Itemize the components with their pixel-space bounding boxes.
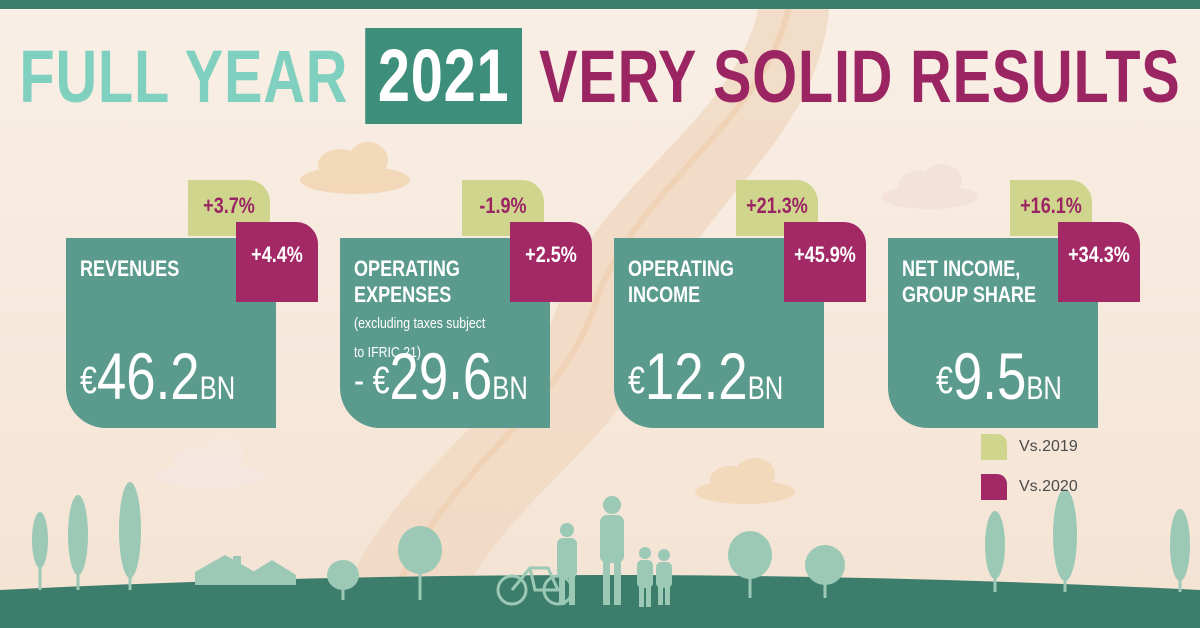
card-value-number: 46.2 xyxy=(96,339,200,413)
card-value: €46.2BN xyxy=(80,338,235,414)
card-value: €9.5BN xyxy=(936,338,1062,414)
badge-vs2019-value: +16.1% xyxy=(1020,193,1082,218)
badge-vs2019-value: +21.3% xyxy=(746,193,808,218)
card-value-unit: BN xyxy=(199,370,236,406)
card-label: REVENUES xyxy=(80,256,219,282)
card-value-unit: BN xyxy=(492,370,528,406)
legend-label-vs2020: Vs.2020 xyxy=(1019,478,1078,495)
legend-swatch-vs2020 xyxy=(981,474,1007,500)
card-label-text: OPERATING INCOME xyxy=(628,256,734,307)
badge-vs2020: +2.5% xyxy=(510,222,592,302)
title-part-full-year: FULL YEAR xyxy=(19,34,349,118)
card-value-prefix: € xyxy=(936,360,953,402)
cloud-icon xyxy=(300,142,410,194)
page-title: FULL YEAR 2021 VERY SOLID RESULTS xyxy=(19,26,1180,126)
cloud-icon xyxy=(695,458,795,504)
badge-vs2020-value: +4.4% xyxy=(251,242,303,267)
card-value-number: 12.2 xyxy=(644,339,748,413)
card-value-prefix: € xyxy=(628,360,645,402)
badge-vs2020: +4.4% xyxy=(236,222,318,302)
title-part-results: VERY SOLID RESULTS xyxy=(539,34,1181,118)
card-value: €12.2BN xyxy=(628,338,783,414)
card-value-unit: BN xyxy=(1026,370,1062,406)
badge-vs2020-value: +2.5% xyxy=(525,242,577,267)
card-value-prefix: - € xyxy=(354,360,390,402)
badge-vs2020: +45.9% xyxy=(784,222,866,302)
card-label: NET INCOME, GROUP SHARE xyxy=(902,256,1041,308)
card-value-prefix: € xyxy=(80,360,97,402)
badge-vs2019-value: -1.9% xyxy=(479,193,527,218)
title-part-year: 2021 xyxy=(365,28,522,124)
top-accent-bar xyxy=(0,0,1200,9)
card-label: OPERATING EXPENSES (excluding taxes subj… xyxy=(354,256,493,366)
kpi-card-operating-income: OPERATING INCOME €12.2BN xyxy=(614,238,824,428)
legend-swatch-vs2019 xyxy=(981,434,1007,460)
card-label-text: NET INCOME, GROUP SHARE xyxy=(902,256,1036,307)
card-label-text: REVENUES xyxy=(80,256,180,281)
badge-vs2020-value: +45.9% xyxy=(794,242,856,267)
house-icon xyxy=(195,555,296,585)
card-value-unit: BN xyxy=(747,370,784,406)
road-path xyxy=(330,0,830,628)
card-label-text: OPERATING EXPENSES xyxy=(354,256,460,307)
badge-vs2019: +21.3% xyxy=(736,180,818,236)
badge-vs2019-value: +3.7% xyxy=(203,193,255,218)
legend-label-vs2019: Vs.2019 xyxy=(1019,438,1078,455)
card-value: - €29.6BN xyxy=(354,338,528,414)
card-label: OPERATING INCOME xyxy=(628,256,767,308)
card-value-number: 9.5 xyxy=(952,339,1027,413)
tree-icon xyxy=(32,482,1190,590)
card-label-note: (excluding taxes subject to IFRIC 21) xyxy=(354,315,486,361)
badge-vs2020: +34.3% xyxy=(1058,222,1140,302)
ground xyxy=(0,575,1200,628)
badge-vs2020-value: +34.3% xyxy=(1068,242,1130,267)
cloud-icon xyxy=(155,438,265,488)
cloud-icon xyxy=(882,164,978,209)
people-silhouette-icon xyxy=(557,496,672,607)
card-value-number: 29.6 xyxy=(389,339,493,413)
